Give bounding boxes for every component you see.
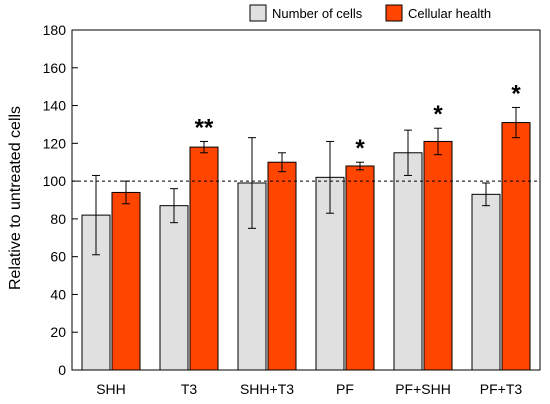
bar-cellular-health	[111, 191, 141, 371]
significance-marker: *	[511, 80, 521, 107]
significance-marker: *	[433, 101, 443, 128]
bar-cellular-health	[423, 140, 453, 371]
legend-label-number-of-cells: Number of cells	[272, 6, 363, 21]
y-tick-label: 40	[50, 286, 66, 302]
y-tick-label: 100	[43, 173, 67, 189]
legend: Number of cells Cellular health	[249, 4, 491, 22]
x-tick-label: PF	[336, 381, 354, 397]
x-tick-label: T3	[181, 381, 198, 397]
y-tick-label: 60	[50, 249, 66, 265]
bar-number-of-cells	[159, 205, 189, 371]
y-tick-label: 140	[43, 98, 67, 114]
legend-swatch-cellular-health	[385, 4, 403, 22]
plot-frame	[71, 29, 541, 371]
x-tick-label: SHH+T3	[240, 381, 294, 397]
y-tick-label: 180	[43, 22, 67, 38]
x-tick-label: SHH	[96, 381, 126, 397]
bar-number-of-cells	[471, 193, 501, 371]
y-tick-label: 0	[58, 362, 66, 378]
bar-number-of-cells	[393, 152, 423, 371]
y-tick-label: 80	[50, 211, 66, 227]
significance-marker: *	[355, 135, 365, 162]
x-tick-label: PF+SHH	[395, 381, 451, 397]
bar-cellular-health	[189, 146, 219, 371]
significance-marker: **	[195, 114, 214, 141]
bar-cellular-health	[501, 122, 531, 371]
legend-swatch-number-of-cells	[249, 4, 267, 22]
plot-area: SHH ** T3 SHH+T3 * PF * PF+SHH * PF+T3 0 20 40 60 80 10…	[43, 22, 541, 397]
y-axis-label: Relative to untreated cells	[7, 106, 24, 290]
legend-label-cellular-health: Cellular health	[408, 6, 491, 21]
y-tick-label: 160	[43, 60, 67, 76]
bar-cellular-health	[345, 165, 375, 371]
y-tick-label: 120	[43, 135, 67, 151]
y-tick-label: 20	[50, 324, 66, 340]
x-tick-label: PF+T3	[480, 381, 523, 397]
bar-cellular-health	[267, 161, 297, 371]
